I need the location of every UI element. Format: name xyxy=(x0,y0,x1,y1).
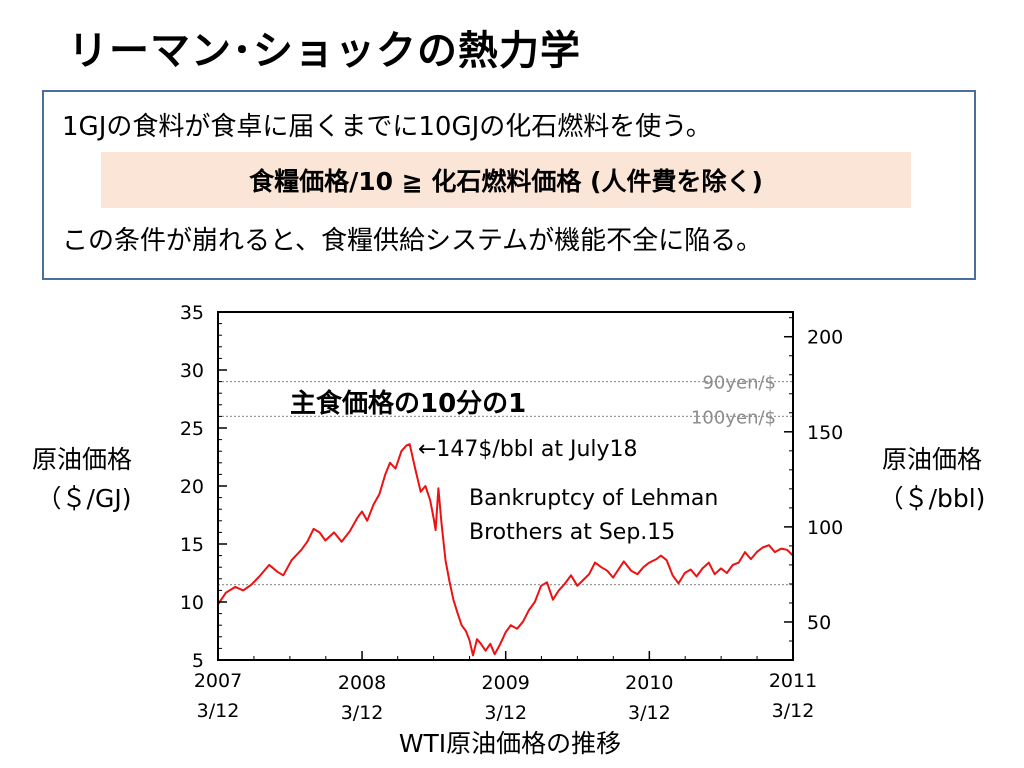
left-axis-title-line1: 原油価格 xyxy=(32,445,132,474)
formula-highlight: 食糧価格/10 ≧ 化石燃料価格 (人件費を除く) xyxy=(101,152,911,208)
left-tick-label: 10 xyxy=(180,592,204,614)
summary-box: 1GJの食料が食卓に届くまでに10GJの化石燃料を使う。 食糧価格/10 ≧ 化… xyxy=(42,90,976,280)
right-tick-label: 50 xyxy=(807,612,831,634)
x-tick-label-year: 2008 xyxy=(338,672,386,694)
price-series xyxy=(217,443,794,657)
reference-line-label: 90yen/$ xyxy=(702,373,776,394)
left-tick-label: 5 xyxy=(192,650,204,672)
staple-price-label: 主食価格の10分の1 xyxy=(290,388,526,419)
left-tick-label: 15 xyxy=(180,534,204,556)
x-tick-label-date: 3/12 xyxy=(772,700,815,722)
left-tick-label: 30 xyxy=(180,360,204,382)
axis-labels: 5 10 15 20 25 30 35 50 100 150 200 2007 3/12 2008 3/12… xyxy=(180,302,843,724)
slide-title: リーマン･ショックの熱力学 xyxy=(68,28,581,74)
x-tick-label-year: 2009 xyxy=(482,672,530,694)
right-axis-title-line1: 原油価格 xyxy=(882,445,982,474)
axis-ticks xyxy=(217,311,794,661)
peak-annotation: ←147$/bbl at July18 xyxy=(418,437,638,462)
x-tick-label-year: 2007 xyxy=(194,670,242,692)
x-tick-label-date: 3/12 xyxy=(628,702,671,724)
summary-line-breakdown: この条件が崩れると、食糧供給システムが機能不全に陥る。 xyxy=(62,226,763,256)
left-tick-label: 35 xyxy=(180,302,204,324)
summary-line-fuel: 1GJの食料が食卓に届くまでに10GJの化石燃料を使う。 xyxy=(62,112,712,142)
right-tick-label: 200 xyxy=(807,327,843,349)
x-tick-label-date: 3/12 xyxy=(484,702,527,724)
x-tick-label-year: 2011 xyxy=(769,670,817,692)
reference-lines: 90yen/$ 100yen/$ xyxy=(218,373,793,586)
right-tick-label: 150 xyxy=(807,422,843,444)
lehman-annotation-line2: Brothers at Sep.15 xyxy=(469,520,675,545)
series-line xyxy=(217,443,794,657)
left-tick-label: 25 xyxy=(180,418,204,440)
formula-text: 食糧価格/10 ≧ 化石燃料価格 (人件費を除く) xyxy=(249,167,763,196)
right-tick-label: 100 xyxy=(807,517,843,539)
chart-title: WTI原油価格の推移 xyxy=(399,729,621,758)
x-tick-label-year: 2010 xyxy=(625,672,673,694)
x-tick-label-date: 3/12 xyxy=(197,700,240,722)
left-tick-label: 20 xyxy=(180,476,204,498)
right-axis-title-line2: （＄/bbl) xyxy=(879,484,986,513)
x-tick-label-date: 3/12 xyxy=(341,702,384,724)
left-axis-title-line2: （＄/GJ) xyxy=(37,484,132,513)
lehman-annotation-line1: Bankruptcy of Lehman xyxy=(469,486,718,511)
reference-line-label: 100yen/$ xyxy=(691,407,776,428)
